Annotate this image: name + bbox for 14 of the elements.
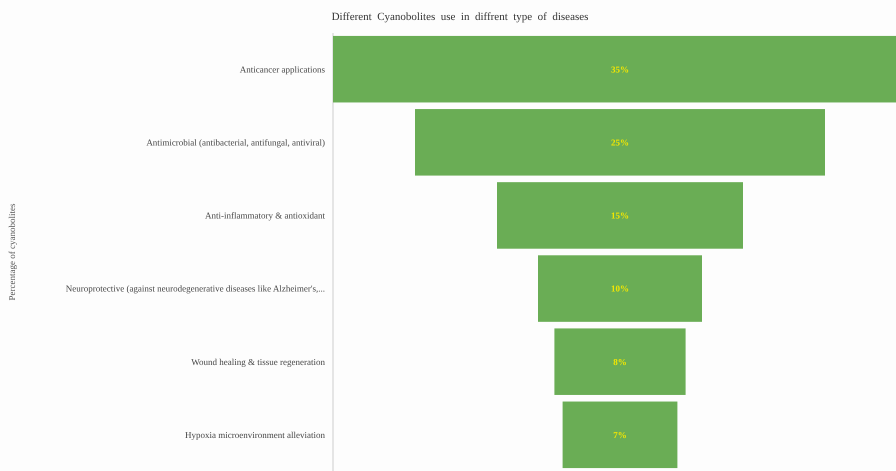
data-label: 25% <box>611 137 629 148</box>
data-label: 15% <box>611 210 629 221</box>
data-label: 10% <box>611 284 629 294</box>
category-label: Anti-inflammatory & antioxidant <box>205 210 326 221</box>
data-label: 35% <box>611 64 629 74</box>
category-label: Hypoxia microenvironment alleviation <box>185 430 326 440</box>
data-label: 7% <box>613 430 627 440</box>
data-label: 8% <box>613 356 627 367</box>
text: Percentage of cyanobolites <box>7 203 17 300</box>
category-label: Anticancer applications <box>240 64 326 74</box>
category-label: Wound healing & tissue regeneration <box>191 356 326 367</box>
category-label: Neuroprotective (against neurodegenerative diseases like Alzheimer's,... <box>66 284 325 294</box>
category-label: Antimicrobial (antibacterial, antifungal, antiviral) <box>146 137 325 148</box>
text: Different Cyanobolites use in diffrent type of diseases <box>332 11 588 23</box>
